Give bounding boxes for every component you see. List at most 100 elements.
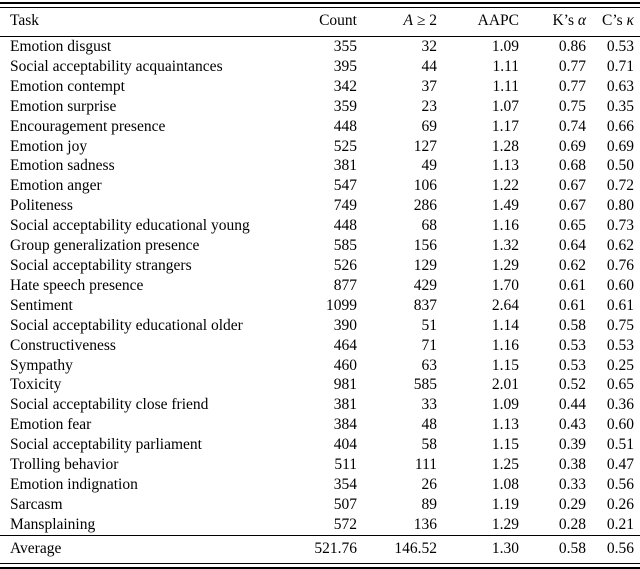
column-header-text: A <box>403 12 413 29</box>
average-a-geq-2: 146.52 <box>357 534 437 564</box>
task-cell: Emotion surprise <box>10 97 117 115</box>
task-cell: Emotion disgust <box>10 38 112 55</box>
value-cell: 37 <box>421 77 438 95</box>
value-cell: 0.53 <box>558 336 586 354</box>
table-row: Politeness 749 286 1.49 0.67 0.80 <box>0 196 640 216</box>
value-cell: 0.53 <box>606 38 634 55</box>
value-cell: 286 <box>413 197 437 215</box>
value-cell: 381 <box>333 157 357 175</box>
value-cell: 1.09 <box>491 396 519 414</box>
average-row: Average 521.76 146.52 1.30 0.58 0.56 <box>0 534 640 564</box>
value-cell: 89 <box>421 495 438 513</box>
value-cell: 585 <box>413 376 437 394</box>
value-cell: 1099 <box>326 296 357 314</box>
task-cell: Emotion sadness <box>10 157 115 175</box>
task-cell: Sympathy <box>10 356 73 374</box>
value-cell: 359 <box>333 97 357 115</box>
value-cell: 0.53 <box>558 356 586 374</box>
table-row: Social acceptability parliament 404 58 1.15… <box>0 435 640 455</box>
value-cell: 44 <box>421 57 438 75</box>
task-cell: Toxicity <box>10 376 62 394</box>
value-cell: 1.15 <box>491 436 519 454</box>
value-cell: 68 <box>421 217 438 235</box>
value-cell: 0.39 <box>558 436 586 454</box>
value-cell: 0.74 <box>558 117 586 135</box>
value-cell: 1.09 <box>491 38 519 55</box>
value-cell: 58 <box>421 436 438 454</box>
value-cell: 0.66 <box>606 117 634 135</box>
table-row: Mansplaining 572 136 1.29 0.28 0.21 <box>0 515 640 535</box>
table-row: Hate speech presence 877 429 1.70 0.61 0.60 <box>0 276 640 296</box>
value-cell: 0.58 <box>558 316 586 334</box>
value-cell: 1.25 <box>491 456 519 474</box>
table-row: Trolling behavior 511 111 1.25 0.38 0.47 <box>0 455 640 475</box>
value-cell: 0.71 <box>606 57 634 75</box>
value-cell: 106 <box>413 177 437 195</box>
value-cell: 511 <box>334 456 357 474</box>
value-cell: 1.16 <box>491 217 519 235</box>
task-cell: Sentiment <box>10 296 73 314</box>
value-cell: 0.43 <box>558 416 586 434</box>
value-cell: 2.01 <box>491 376 519 394</box>
value-cell: 354 <box>333 475 357 493</box>
value-cell: 0.61 <box>606 296 634 314</box>
task-cell: Emotion anger <box>10 177 102 195</box>
value-cell: 0.25 <box>606 356 634 374</box>
value-cell: 0.33 <box>558 475 586 493</box>
table-row: Emotion sadness 381 49 1.13 0.68 0.50 <box>0 156 640 176</box>
task-cell: Social acceptability educational young <box>10 217 250 235</box>
task-cell: Emotion contempt <box>10 77 125 95</box>
task-cell: Sarcasm <box>10 495 63 513</box>
column-header-text: AAPC <box>477 12 519 29</box>
value-cell: 507 <box>333 495 357 513</box>
value-cell: 981 <box>333 376 357 394</box>
value-cell: 0.61 <box>558 276 586 294</box>
value-cell: 390 <box>333 316 357 334</box>
value-cell: 1.19 <box>491 495 519 513</box>
task-cell: Social acceptability close friend <box>10 396 209 414</box>
task-cell: Emotion fear <box>10 416 92 434</box>
value-cell: 1.13 <box>491 157 519 175</box>
value-cell: 0.36 <box>606 396 634 414</box>
table-row: Social acceptability educational young 44… <box>0 216 640 236</box>
value-cell: 0.47 <box>606 456 634 474</box>
value-cell: 127 <box>413 137 437 155</box>
column-header-text: C’s <box>601 12 627 29</box>
task-cell: Politeness <box>10 197 73 215</box>
value-cell: 129 <box>413 256 437 274</box>
annotation-agreement-table: Task Count A ≥ 2 AAPC K’s α C’s κ Emotion dis… <box>0 7 640 564</box>
task-cell: Trolling behavior <box>10 456 119 474</box>
column-header-text: α <box>577 12 586 29</box>
value-cell: 525 <box>333 137 357 155</box>
value-cell: 136 <box>413 515 437 533</box>
value-cell: 1.13 <box>491 416 519 434</box>
value-cell: 1.08 <box>491 475 519 493</box>
value-cell: 0.77 <box>558 57 586 75</box>
value-cell: 0.65 <box>558 217 586 235</box>
task-cell: Encouragement presence <box>10 117 166 135</box>
column-header-text: κ <box>626 12 634 29</box>
value-cell: 1.49 <box>491 197 519 215</box>
task-cell: Emotion indignation <box>10 475 138 493</box>
value-cell: 1.14 <box>491 316 519 334</box>
value-cell: 71 <box>421 336 438 354</box>
table-row: Group generalization presence 585 156 1.32 0… <box>0 236 640 256</box>
table-header-row: Task Count A ≥ 2 AAPC K’s α C’s κ <box>0 7 640 37</box>
value-cell: 0.35 <box>606 97 634 115</box>
value-cell: 448 <box>333 217 357 235</box>
average-count: 521.76 <box>285 534 357 564</box>
value-cell: 33 <box>421 396 438 414</box>
value-cell: 32 <box>421 38 438 55</box>
value-cell: 0.67 <box>558 177 586 195</box>
value-cell: 448 <box>333 117 357 135</box>
value-cell: 0.60 <box>606 416 634 434</box>
value-cell: 0.75 <box>558 97 586 115</box>
column-header-k-alpha: K’s α <box>519 7 586 37</box>
value-cell: 1.16 <box>491 336 519 354</box>
average-aapc: 1.30 <box>437 534 519 564</box>
task-cell: Social acceptability acquaintances <box>10 57 223 75</box>
value-cell: 0.80 <box>606 197 634 215</box>
value-cell: 572 <box>333 515 357 533</box>
value-cell: 749 <box>333 197 357 215</box>
